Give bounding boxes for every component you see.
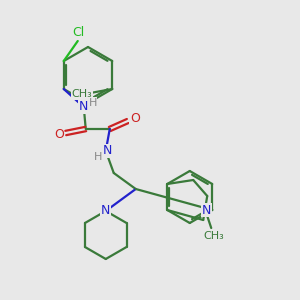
Text: O: O (54, 128, 64, 140)
Text: H: H (88, 98, 97, 108)
Text: H: H (94, 152, 102, 162)
Text: O: O (130, 112, 140, 125)
Text: N: N (101, 205, 110, 218)
Text: N: N (202, 203, 211, 217)
Text: CH₃: CH₃ (204, 231, 225, 241)
Text: N: N (103, 145, 112, 158)
Text: Cl: Cl (73, 26, 85, 40)
Text: N: N (101, 203, 110, 217)
Text: CH₃: CH₃ (72, 89, 93, 99)
Text: N: N (79, 100, 88, 113)
